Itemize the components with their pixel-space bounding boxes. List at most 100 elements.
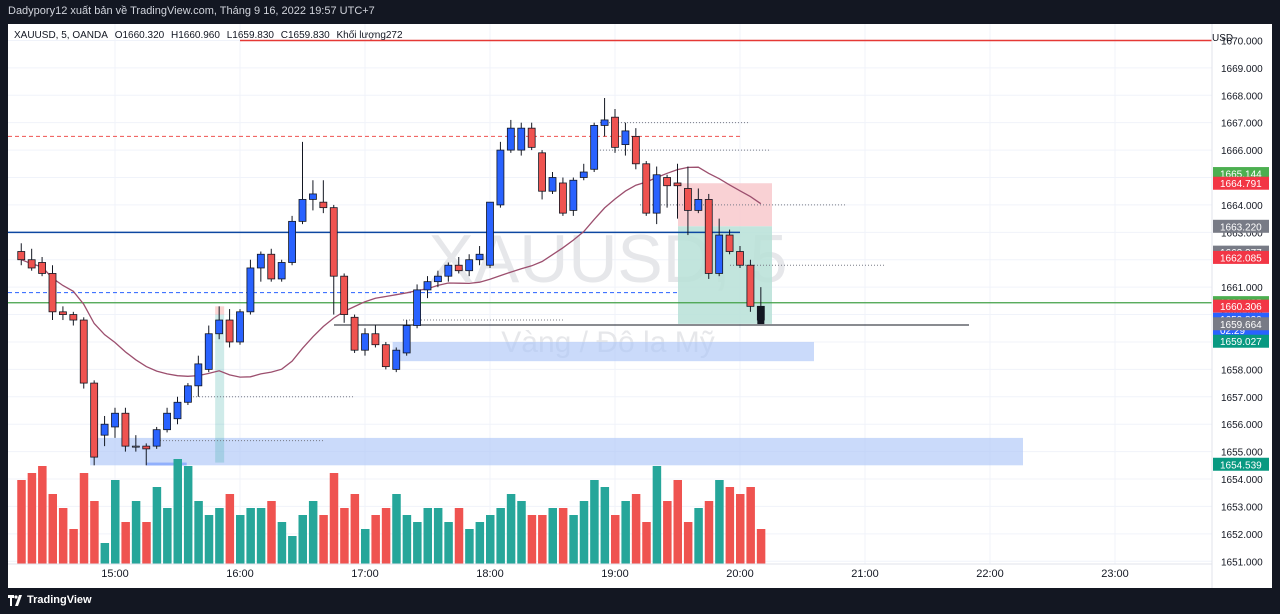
candle-body (444, 264, 453, 277)
volume-bar (194, 501, 203, 564)
volume-bar (100, 543, 110, 564)
volume-bar (90, 501, 99, 564)
volume-bar (413, 522, 422, 564)
candle-body (90, 382, 99, 458)
price-label-text: 1665.144 (1220, 170, 1262, 181)
candle-body (350, 316, 359, 351)
countdown-label: 02:29 (1220, 326, 1245, 337)
volume-bar (38, 466, 47, 564)
volume-bar (475, 522, 485, 564)
price-label-text: 1659.664 (1220, 320, 1262, 331)
volume-bar (683, 522, 693, 564)
candle-body (361, 333, 369, 351)
candle-body (684, 188, 692, 211)
time-tick-label: 17:00 (351, 568, 379, 580)
candle-body (642, 163, 651, 214)
volume-bar (163, 508, 172, 564)
candle-body (631, 135, 640, 165)
price-label-bg (1213, 176, 1269, 190)
currency-label: USD (1212, 33, 1234, 44)
price-tick-label: 1670.000 (1221, 36, 1263, 47)
candle-body (69, 314, 78, 321)
symbol-legend: XAUUSD, 5, OANDA O1660.320 H1660.960 L16… (14, 30, 407, 41)
candle-body (413, 289, 421, 326)
candle-body (381, 344, 390, 368)
candle-body (371, 333, 380, 346)
price-chart[interactable]: XAUUSD, 5 Vàng / Đô la Mỹ 1651.0001652.0… (0, 24, 1280, 588)
volume-bar (215, 508, 224, 564)
price-label-text: 1660.306 (1220, 302, 1262, 313)
volume-bar (506, 494, 516, 564)
candle-body (538, 152, 546, 192)
volume-bar (142, 522, 151, 564)
price-label-bg (1213, 219, 1269, 233)
price-tick-label: 1653.000 (1221, 502, 1263, 513)
volume-bar (277, 522, 287, 564)
legend-high: H1660.960 (170, 30, 220, 41)
volume-bar (152, 487, 162, 564)
volume-bar (486, 515, 495, 564)
candle-body (111, 412, 119, 428)
volume-bar (715, 480, 724, 564)
time-tick-label: 21:00 (851, 568, 879, 580)
volume-bar (225, 494, 235, 564)
legend-volume: Khối lượng272 (336, 30, 403, 41)
candle-body (79, 319, 88, 384)
candle-body (298, 199, 307, 222)
legend-symbol: XAUUSD, 5, OANDA (14, 30, 108, 41)
candle-body (152, 429, 161, 447)
time-tick-label: 18:00 (476, 568, 504, 580)
price-tick-label: 1655.000 (1221, 448, 1263, 459)
candle-body (496, 149, 505, 206)
candle-body (506, 127, 515, 151)
volume-bar (256, 508, 266, 564)
price-tick-label: 1656.000 (1221, 420, 1263, 431)
volume-bar (329, 473, 339, 564)
time-tick-label: 23:00 (1101, 568, 1129, 580)
volume-bar (433, 508, 443, 564)
price-tick-label: 1663.000 (1221, 228, 1263, 239)
volume-bar (298, 515, 307, 564)
footer-brand: TradingView (27, 594, 92, 606)
volume-bar (402, 515, 412, 564)
publisher-bar: Dadypory12 xuất bản về TradingView.com, … (0, 0, 1280, 24)
candle-body (725, 234, 734, 252)
candle-body (267, 253, 276, 280)
price-label-text: 1663.220 (1220, 222, 1262, 233)
volume-bar (361, 529, 370, 564)
candle-body (319, 201, 328, 209)
legend-open: O1660.320 (114, 30, 165, 41)
price-tick-label: 1668.000 (1221, 91, 1263, 102)
time-axis[interactable]: 15:00 16:00 17:00 18:00 19:00 20:00 21:00 22:00… (8, 563, 1212, 580)
volume-bar (340, 508, 349, 564)
price-tick-label: 1657.000 (1221, 393, 1263, 404)
candle-body (517, 127, 526, 151)
small-long-zone (215, 314, 225, 463)
candle-body (59, 311, 67, 315)
volume-bar (204, 515, 214, 564)
candle-body (569, 179, 578, 211)
demand-zone-low (90, 437, 1023, 466)
time-tick-label: 22:00 (976, 568, 1004, 580)
time-tick-label: 15:00 (101, 568, 129, 580)
volume-bar (121, 522, 130, 564)
volume-bar (319, 515, 328, 564)
volume-bar (736, 494, 745, 564)
volume-bar (79, 473, 89, 564)
candle-body (225, 319, 234, 343)
candle-body (277, 262, 286, 280)
volume-bar (538, 515, 547, 564)
price-tick-label: 1667.000 (1221, 119, 1263, 130)
target-zone[interactable] (678, 226, 772, 324)
price-label-bg (1213, 299, 1269, 313)
price-tick-label: 1661.000 (1221, 283, 1263, 294)
footer-bar: TradingView (0, 588, 1280, 614)
volume-bar (642, 522, 651, 564)
price-tick-label: 1654.000 (1221, 475, 1263, 486)
volume-bar (569, 515, 578, 564)
candle-body (715, 234, 724, 274)
price-label-bg (1213, 334, 1269, 348)
volume-bar (236, 515, 245, 564)
price-tick-label: 1658.000 (1221, 365, 1263, 376)
volume-bar (517, 501, 526, 564)
